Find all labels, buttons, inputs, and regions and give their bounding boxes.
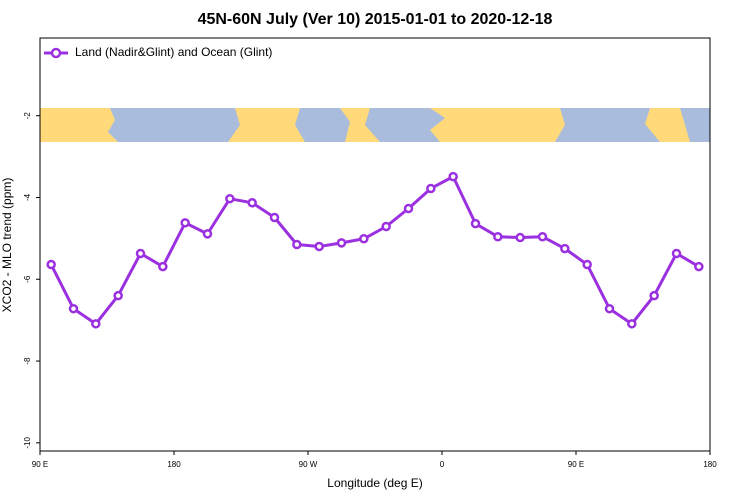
data-point: [582, 259, 592, 270]
x-tick-label: 0: [440, 460, 445, 469]
data-point: [247, 198, 257, 208]
map-band: [40, 108, 710, 142]
legend-marker: [50, 47, 62, 59]
data-point: [694, 261, 704, 272]
data-point: [113, 290, 123, 301]
y-axis-label: XCO2 - MLO trend (ppm): [0, 178, 14, 313]
data-point: [381, 221, 391, 232]
x-axis-label: Longitude (deg E): [327, 476, 422, 490]
data-point: [560, 243, 570, 254]
data-point: [604, 303, 615, 314]
data-point: [336, 238, 347, 248]
data-point: [470, 218, 481, 229]
x-tick-label: 180: [167, 460, 181, 469]
series-line: [49, 175, 700, 326]
data-point: [493, 231, 503, 242]
y-tick-label: -10: [23, 436, 32, 448]
data-point: [426, 183, 436, 194]
data-point: [292, 239, 302, 250]
data-point: [202, 229, 213, 239]
y-tick-label: -2: [23, 112, 32, 120]
data-point: [403, 203, 414, 214]
x-tick-label: 90 E: [32, 460, 48, 469]
chart-title: 45N-60N July (Ver 10) 2015-01-01 to 2020…: [198, 11, 553, 28]
y-tick-label: -6: [23, 275, 32, 283]
data-point: [158, 261, 168, 272]
x-tick-label: 180: [703, 460, 717, 469]
plot-frame: [39, 37, 711, 452]
data-point: [448, 171, 458, 182]
data-point: [671, 248, 682, 259]
x-tick-label: 90 W: [299, 460, 318, 469]
data-point: [135, 248, 146, 259]
data-point: [46, 259, 56, 270]
data-point: [649, 290, 659, 301]
data-point: [627, 319, 637, 329]
data-point: [68, 303, 79, 314]
data-point: [269, 212, 280, 223]
data-point: [180, 218, 190, 228]
data-point: [314, 241, 324, 252]
data-point: [537, 231, 548, 242]
y-tick-label: -8: [23, 357, 32, 365]
data-point: [91, 319, 101, 329]
data-point: [225, 193, 235, 204]
y-tick-label: -4: [23, 193, 32, 201]
data-point: [515, 232, 525, 243]
legend-label: Land (Nadir&Glint) and Ocean (Glint): [75, 45, 272, 59]
x-tick-label: 90 E: [568, 460, 584, 469]
data-point: [359, 234, 369, 244]
